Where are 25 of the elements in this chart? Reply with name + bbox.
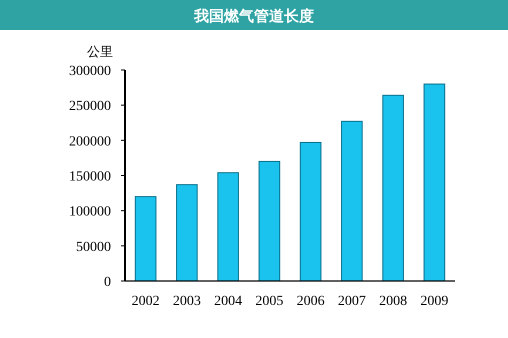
bar <box>341 120 363 282</box>
chart-title: 我国燃气管道长度 <box>193 7 314 25</box>
x-tick-label: 2005 <box>255 294 284 309</box>
bar <box>382 94 404 282</box>
bar <box>217 172 239 282</box>
bar <box>176 184 198 282</box>
bar <box>300 142 322 282</box>
x-tick-label: 2007 <box>338 294 366 309</box>
x-tick-label: 2002 <box>132 294 160 309</box>
y-tick-label: 150000 <box>69 170 111 184</box>
y-tick-label: 200000 <box>69 134 111 150</box>
x-tick-label: 2003 <box>172 294 201 309</box>
bar <box>258 160 280 282</box>
x-tick-label: 2009 <box>420 294 448 309</box>
bar <box>424 84 446 282</box>
x-tick-label: 2008 <box>379 294 408 309</box>
y-tick-label: 300000 <box>69 64 111 79</box>
y-tick-label: 50000 <box>76 240 111 255</box>
y-tick-label: 250000 <box>69 99 111 114</box>
y-tick-label: 100000 <box>69 204 111 220</box>
x-tick-label: 2006 <box>296 294 325 309</box>
y-axis-title: 公里 <box>87 45 113 60</box>
bar <box>134 196 156 282</box>
x-tick-label: 2004 <box>214 294 242 309</box>
y-tick-label: 0 <box>104 275 111 290</box>
